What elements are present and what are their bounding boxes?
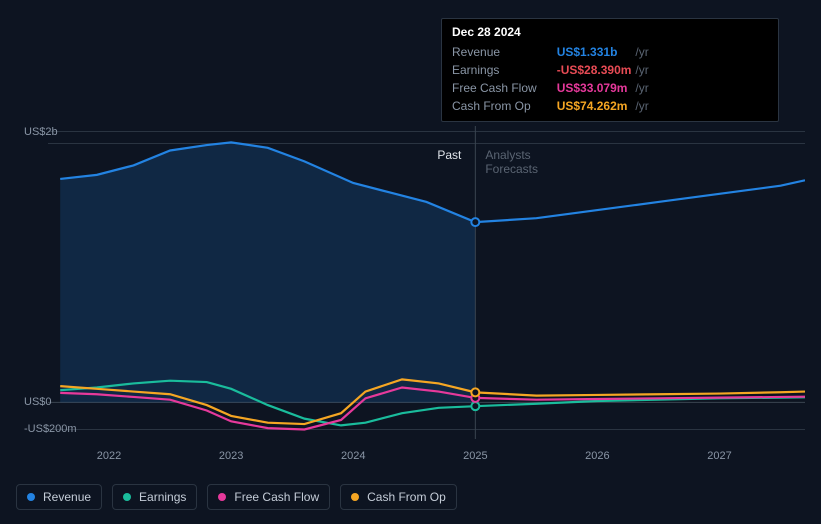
- section-past-label: Past: [437, 148, 461, 162]
- tooltip-row-unit: /yr: [631, 43, 648, 61]
- tooltip-date: Dec 28 2024: [452, 25, 768, 39]
- tooltip-row-label: Free Cash Flow: [452, 79, 557, 97]
- tooltip-row-value: US$1.331b: [557, 43, 632, 61]
- legend-dot-icon: [351, 493, 359, 501]
- legend-dot-icon: [123, 493, 131, 501]
- y-axis-tick: US$0: [24, 396, 52, 408]
- chart-legend: Revenue Earnings Free Cash Flow Cash From O…: [16, 484, 457, 510]
- tooltip-row-unit: /yr: [631, 61, 648, 79]
- legend-item[interactable]: Revenue: [16, 484, 102, 510]
- legend-label: Earnings: [139, 490, 186, 504]
- chart-svg: [16, 118, 805, 443]
- legend-label: Revenue: [43, 490, 91, 504]
- tooltip-row-value: US$33.079m: [557, 79, 632, 97]
- x-axis-tick: 2022: [97, 450, 121, 462]
- tooltip-row-unit: /yr: [631, 97, 648, 115]
- tooltip-row-unit: /yr: [631, 79, 648, 97]
- x-axis-labels: 2022 2023 2024 2025 2026 2027: [16, 450, 805, 466]
- tooltip-table: RevenueUS$1.331b/yrEarnings-US$28.390m/y…: [452, 43, 649, 115]
- section-forecast-label: Analysts Forecasts: [485, 148, 538, 176]
- tooltip-row: Free Cash FlowUS$33.079m/yr: [452, 79, 649, 97]
- legend-dot-icon: [27, 493, 35, 501]
- tooltip-row: Cash From OpUS$74.262m/yr: [452, 97, 649, 115]
- legend-label: Cash From Op: [367, 490, 446, 504]
- legend-item[interactable]: Earnings: [112, 484, 197, 510]
- x-axis-tick: 2025: [463, 450, 487, 462]
- tooltip-row: RevenueUS$1.331b/yr: [452, 43, 649, 61]
- chart-area[interactable]: US$2b US$0 -US$200m: [16, 118, 805, 443]
- legend-label: Free Cash Flow: [234, 490, 319, 504]
- legend-item[interactable]: Free Cash Flow: [207, 484, 330, 510]
- tooltip-row: Earnings-US$28.390m/yr: [452, 61, 649, 79]
- legend-dot-icon: [218, 493, 226, 501]
- tooltip-row-value: -US$28.390m: [557, 61, 632, 79]
- chart-tooltip: Dec 28 2024 RevenueUS$1.331b/yrEarnings-…: [441, 18, 779, 122]
- x-axis-tick: 2026: [585, 450, 609, 462]
- y-axis-tick: US$2b: [24, 126, 58, 138]
- x-axis-tick: 2027: [707, 450, 731, 462]
- tooltip-row-label: Cash From Op: [452, 97, 557, 115]
- tooltip-row-value: US$74.262m: [557, 97, 632, 115]
- x-axis-tick: 2023: [219, 450, 243, 462]
- x-axis-tick: 2024: [341, 450, 365, 462]
- legend-item[interactable]: Cash From Op: [340, 484, 457, 510]
- tooltip-row-label: Earnings: [452, 61, 557, 79]
- y-axis-tick: -US$200m: [24, 423, 77, 435]
- tooltip-row-label: Revenue: [452, 43, 557, 61]
